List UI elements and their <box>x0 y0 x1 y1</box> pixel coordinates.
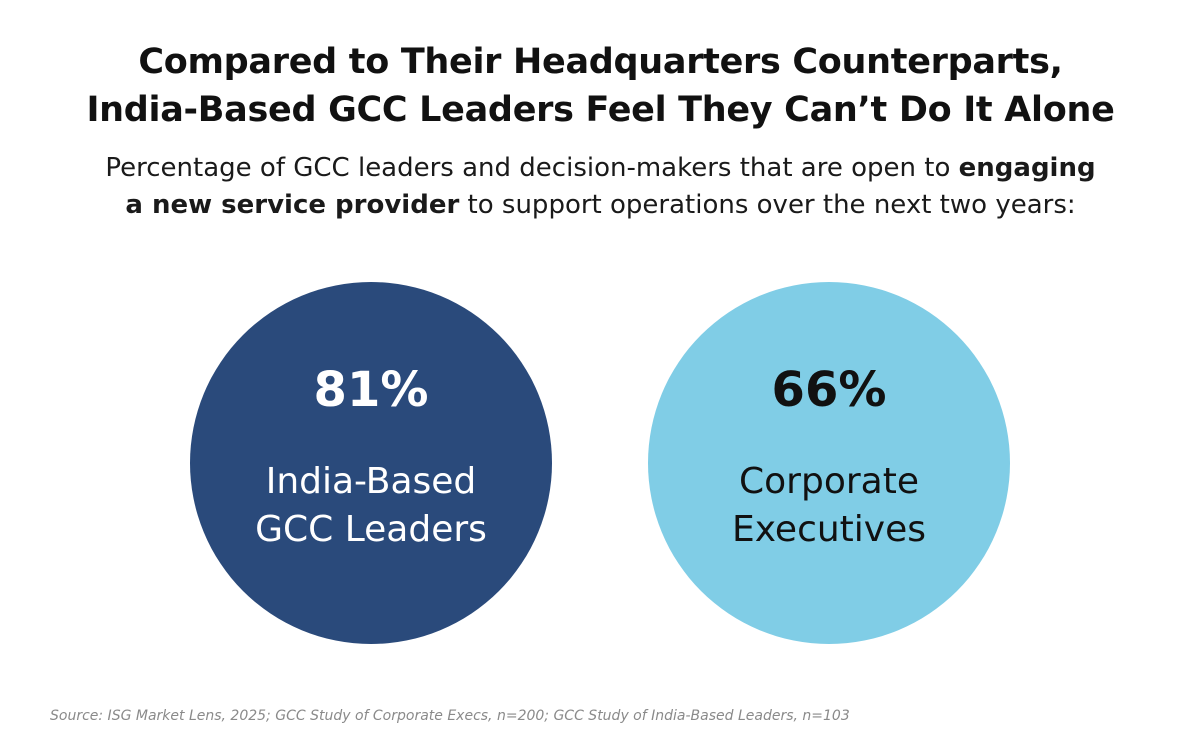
subtitle-bold-1: engaging <box>958 153 1096 183</box>
subtitle-text-1: Percentage of GCC leaders and decision-m… <box>105 153 959 183</box>
subtitle-line-1: Percentage of GCC leaders and decision-m… <box>0 150 1201 187</box>
circle-corporate-executives: 66% Corporate Executives <box>648 282 1010 644</box>
title-line-1: Compared to Their Headquarters Counterpa… <box>138 42 1063 82</box>
title-line-2: India-Based GCC Leaders Feel They Can’t … <box>86 90 1115 130</box>
label-corporate-line-2: Executives <box>731 509 927 550</box>
chart-title: Compared to Their Headquarters Counterpa… <box>0 38 1201 134</box>
chart-subtitle: Percentage of GCC leaders and decision-m… <box>0 150 1201 224</box>
label-india-line-1: India-Based <box>265 461 477 502</box>
label-india-gcc-leaders: India-Based GCC Leaders <box>190 458 552 554</box>
value-india-gcc-leaders: 81% <box>313 362 429 418</box>
subtitle-bold-2: a new service provider <box>125 190 460 220</box>
label-corporate-executives: Corporate Executives <box>648 458 1010 554</box>
subtitle-line-2: a new service provider to support operat… <box>0 187 1201 224</box>
label-india-line-2: GCC Leaders <box>255 509 487 550</box>
source-note: Source: ISG Market Lens, 2025; GCC Study… <box>50 708 850 724</box>
circle-india-gcc-leaders: 81% India-Based GCC Leaders <box>190 282 552 644</box>
value-corporate-executives: 66% <box>771 362 887 418</box>
label-corporate-line-1: Corporate <box>739 461 919 502</box>
subtitle-text-2: to support operations over the next two … <box>459 190 1076 220</box>
